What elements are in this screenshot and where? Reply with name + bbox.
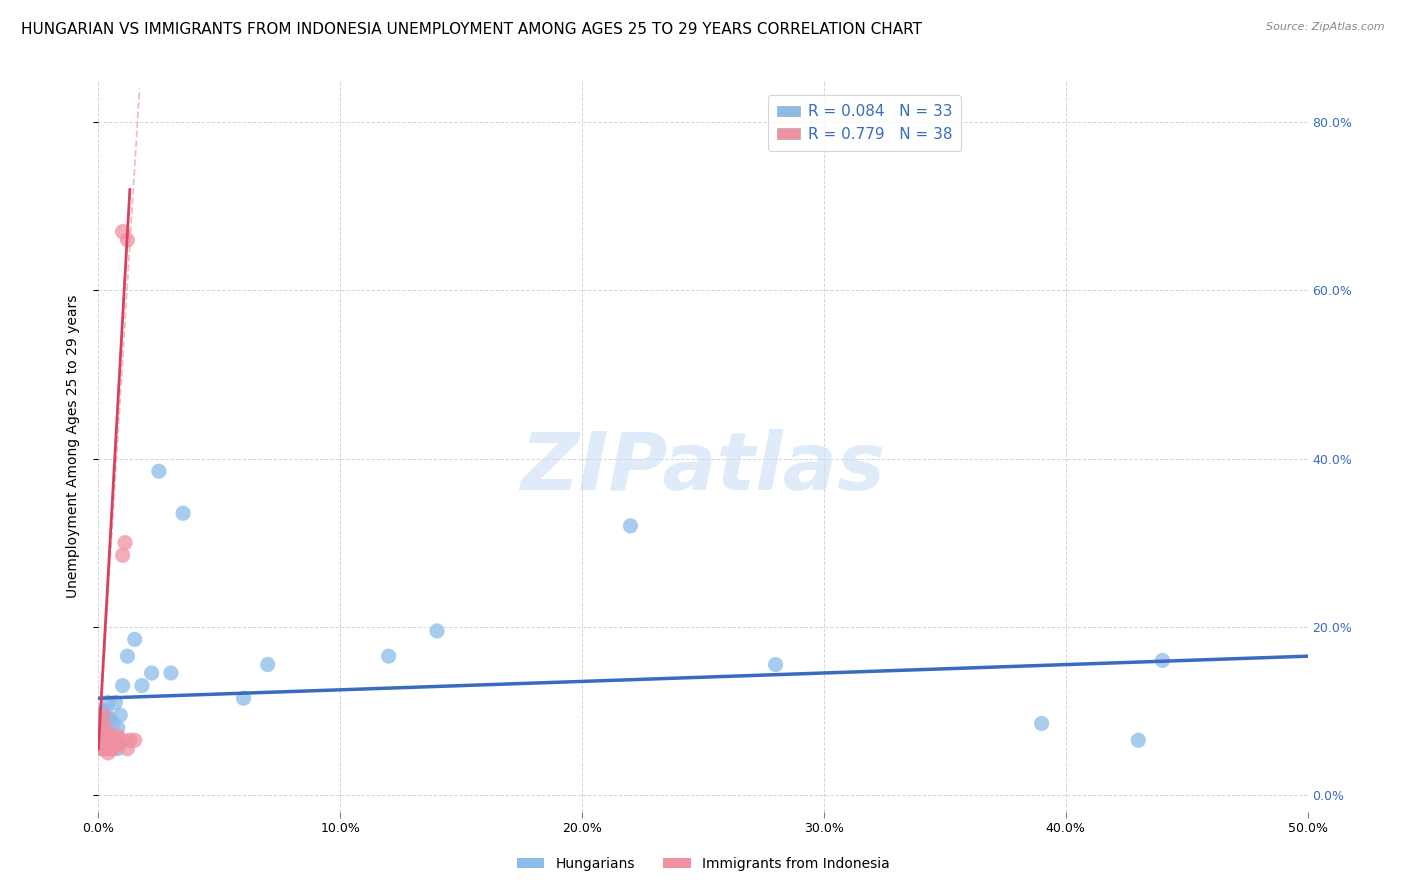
Point (94, 729, 117, 743)
Point (91, 741, 114, 756)
Point (100, 738, 122, 752)
Point (90, 716, 112, 731)
Point (1152, 653, 1174, 667)
Point (1128, 733, 1150, 747)
Point (111, 679, 134, 693)
Text: Source: ZipAtlas.com: Source: ZipAtlas.com (1267, 22, 1385, 32)
Point (97, 738, 120, 752)
Point (619, 519, 641, 533)
Point (1031, 716, 1053, 731)
Point (101, 716, 124, 731)
Point (124, 733, 146, 747)
Point (131, 679, 153, 693)
Point (94, 721, 117, 735)
Point (97, 695, 120, 709)
Point (100, 729, 122, 743)
Legend: Hungarians, Immigrants from Indonesia: Hungarians, Immigrants from Indonesia (510, 851, 896, 876)
Point (91, 704, 114, 718)
Point (90, 729, 112, 743)
Point (117, 233, 139, 247)
Point (94, 741, 117, 756)
Point (107, 741, 129, 756)
Text: ZIPatlas: ZIPatlas (520, 429, 886, 507)
Point (117, 741, 139, 756)
Point (141, 665, 163, 680)
Point (104, 695, 127, 709)
Point (91, 733, 114, 747)
Point (90, 729, 112, 743)
Point (101, 741, 124, 756)
Point (91, 721, 114, 735)
Point (97, 733, 120, 747)
Point (107, 738, 129, 752)
Y-axis label: Unemployment Among Ages 25 to 29 years: Unemployment Among Ages 25 to 29 years (66, 294, 80, 598)
Point (104, 738, 127, 752)
Point (90, 741, 112, 756)
Point (97, 712, 120, 726)
Point (94, 729, 117, 743)
Point (114, 535, 136, 549)
Point (172, 506, 194, 520)
Point (90, 741, 112, 756)
Point (148, 464, 170, 478)
Point (232, 691, 254, 706)
Point (124, 632, 146, 647)
Point (100, 741, 122, 756)
Point (97, 746, 120, 760)
Point (107, 721, 129, 735)
Point (117, 649, 139, 664)
Point (91, 738, 114, 752)
Point (100, 712, 122, 726)
Point (426, 624, 449, 638)
Point (101, 741, 124, 756)
Legend: R = 0.084   N = 33, R = 0.779   N = 38: R = 0.084 N = 33, R = 0.779 N = 38 (768, 95, 962, 152)
Point (765, 657, 787, 672)
Point (91, 708, 114, 723)
Point (104, 733, 127, 747)
Point (107, 729, 129, 743)
Point (111, 549, 134, 563)
Point (94, 741, 117, 756)
Point (118, 733, 141, 747)
Text: HUNGARIAN VS IMMIGRANTS FROM INDONESIA UNEMPLOYMENT AMONG AGES 25 TO 29 YEARS CO: HUNGARIAN VS IMMIGRANTS FROM INDONESIA U… (21, 22, 922, 37)
Point (111, 733, 134, 747)
Point (160, 665, 183, 680)
Point (94, 704, 117, 718)
Point (111, 225, 134, 239)
Point (108, 708, 131, 723)
Point (377, 649, 399, 664)
Point (256, 657, 278, 672)
